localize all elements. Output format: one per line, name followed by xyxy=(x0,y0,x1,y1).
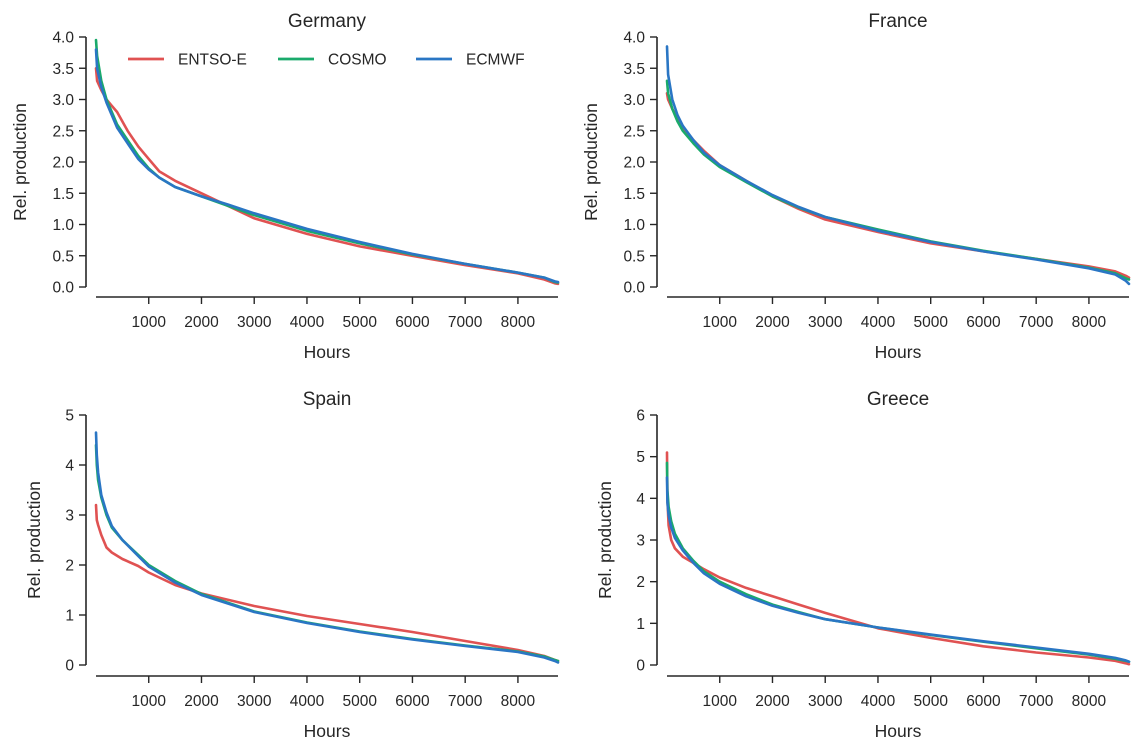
y-tick-label: 0.0 xyxy=(623,280,645,297)
legend-label-entso-e: ENTSO-E xyxy=(178,52,247,69)
x-tick-label: 5000 xyxy=(913,693,948,710)
chart-panel-spain: Spain 0 1 2 3 4 5 1000 2000 3000 4000 5000 6000 7000 8… xyxy=(24,389,560,741)
legend-label-cosmo: COSMO xyxy=(328,52,387,69)
x-tick-label: 7000 xyxy=(448,693,483,710)
y-tick-label: 3.5 xyxy=(623,61,645,78)
series-line-ecmwf xyxy=(665,476,1131,664)
series-line-cosmo xyxy=(94,38,560,284)
y-tick-label: 0.5 xyxy=(623,248,645,265)
x-tick-label: 7000 xyxy=(448,314,483,331)
x-tick-label: 3000 xyxy=(808,314,843,331)
series-line-entso-e xyxy=(665,451,1131,666)
x-tick-label: 2000 xyxy=(755,693,790,710)
x-tick-label: 8000 xyxy=(1072,693,1107,710)
y-tick-label: 2 xyxy=(636,574,645,591)
x-tick-label: 6000 xyxy=(395,314,430,331)
x-tick-label: 4000 xyxy=(861,693,896,710)
chart-title: Germany xyxy=(288,11,367,32)
x-tick-label: 3000 xyxy=(237,693,272,710)
x-tick-label: 6000 xyxy=(966,693,1001,710)
x-tick-label: 6000 xyxy=(966,314,1001,331)
x-tick-label: 4000 xyxy=(290,314,325,331)
y-tick-label: 3 xyxy=(65,508,74,525)
series-line-entso-e xyxy=(665,92,1131,279)
y-tick-label: 2.5 xyxy=(52,123,74,140)
y-tick-label: 4 xyxy=(636,491,645,508)
x-tick-label: 8000 xyxy=(501,314,536,331)
y-tick-label: 1.5 xyxy=(52,186,74,203)
x-tick-label: 2000 xyxy=(184,314,219,331)
legend: ENTSO-E COSMO ECMWF xyxy=(128,52,525,69)
y-tick-label: 3.5 xyxy=(52,61,74,78)
x-tick-label: 3000 xyxy=(237,314,272,331)
legend-label-ecmwf: ECMWF xyxy=(466,52,525,69)
chart-title: Spain xyxy=(303,389,352,410)
y-tick-label: 0 xyxy=(65,658,74,675)
y-tick-label: 1 xyxy=(65,608,74,625)
series-line-ecmwf xyxy=(665,45,1131,286)
y-tick-label: 2.5 xyxy=(623,123,645,140)
y-tick-label: 2 xyxy=(65,558,74,575)
y-tick-label: 1.0 xyxy=(52,217,74,234)
chart-panel-greece: Greece 0 1 2 3 4 5 6 1000 2000 3000 4000 5000 6000 700… xyxy=(595,389,1131,741)
x-tick-label: 2000 xyxy=(184,693,219,710)
y-tick-label: 0.5 xyxy=(52,248,74,265)
series-line-ecmwf xyxy=(94,48,560,284)
x-tick-label: 6000 xyxy=(395,693,430,710)
chart-panel-france: France 0.0 0.5 1.0 1.5 2.0 2.5 3.0 3.5 4.0 1000 200… xyxy=(581,11,1131,362)
y-axis-label: Rel. production xyxy=(595,481,615,599)
series-line-ecmwf xyxy=(94,431,560,664)
y-tick-label: 2.0 xyxy=(623,155,645,172)
y-tick-label: 0 xyxy=(636,658,645,675)
series-line-entso-e xyxy=(94,503,560,663)
x-axis-label: Hours xyxy=(875,342,922,362)
y-tick-label: 4 xyxy=(65,458,74,475)
y-axis-label: Rel. production xyxy=(10,103,30,221)
y-tick-label: 1.5 xyxy=(623,186,645,203)
x-tick-label: 8000 xyxy=(1072,314,1107,331)
y-tick-label: 2.0 xyxy=(52,155,74,172)
chart-title: Greece xyxy=(867,389,929,410)
y-tick-label: 3.0 xyxy=(52,92,74,109)
x-tick-label: 4000 xyxy=(861,314,896,331)
x-tick-label: 1000 xyxy=(131,693,166,710)
y-tick-label: 3 xyxy=(636,533,645,550)
x-tick-label: 3000 xyxy=(808,693,843,710)
series-line-cosmo xyxy=(94,443,560,663)
y-axis-label: Rel. production xyxy=(24,481,44,599)
series-line-entso-e xyxy=(94,67,560,286)
y-tick-label: 6 xyxy=(636,408,645,425)
series-line-cosmo xyxy=(665,79,1131,281)
x-tick-label: 1000 xyxy=(131,314,166,331)
x-tick-label: 2000 xyxy=(755,314,790,331)
x-tick-label: 8000 xyxy=(501,693,536,710)
y-tick-label: 3.0 xyxy=(623,92,645,109)
x-tick-label: 7000 xyxy=(1019,693,1054,710)
y-tick-label: 1.0 xyxy=(623,217,645,234)
y-tick-label: 0.0 xyxy=(52,280,74,297)
chart-panel-germany: Germany 0.0 0.5 1.0 1.5 2.0 2.5 3.0 3.5 4.0 1000 20… xyxy=(10,11,560,362)
x-tick-label: 5000 xyxy=(342,693,377,710)
y-tick-label: 4.0 xyxy=(52,30,74,47)
y-tick-label: 5 xyxy=(636,449,645,466)
x-tick-label: 4000 xyxy=(290,693,325,710)
x-tick-label: 1000 xyxy=(702,314,737,331)
y-tick-label: 4.0 xyxy=(623,30,645,47)
x-tick-label: 7000 xyxy=(1019,314,1054,331)
chart-title: France xyxy=(868,11,927,32)
x-tick-label: 5000 xyxy=(342,314,377,331)
y-tick-label: 1 xyxy=(636,616,645,633)
y-axis-label: Rel. production xyxy=(581,103,601,221)
x-axis-label: Hours xyxy=(304,721,351,741)
x-axis-label: Hours xyxy=(304,342,351,362)
x-tick-label: 1000 xyxy=(702,693,737,710)
y-tick-label: 5 xyxy=(65,408,74,425)
x-axis-label: Hours xyxy=(875,721,922,741)
x-tick-label: 5000 xyxy=(913,314,948,331)
